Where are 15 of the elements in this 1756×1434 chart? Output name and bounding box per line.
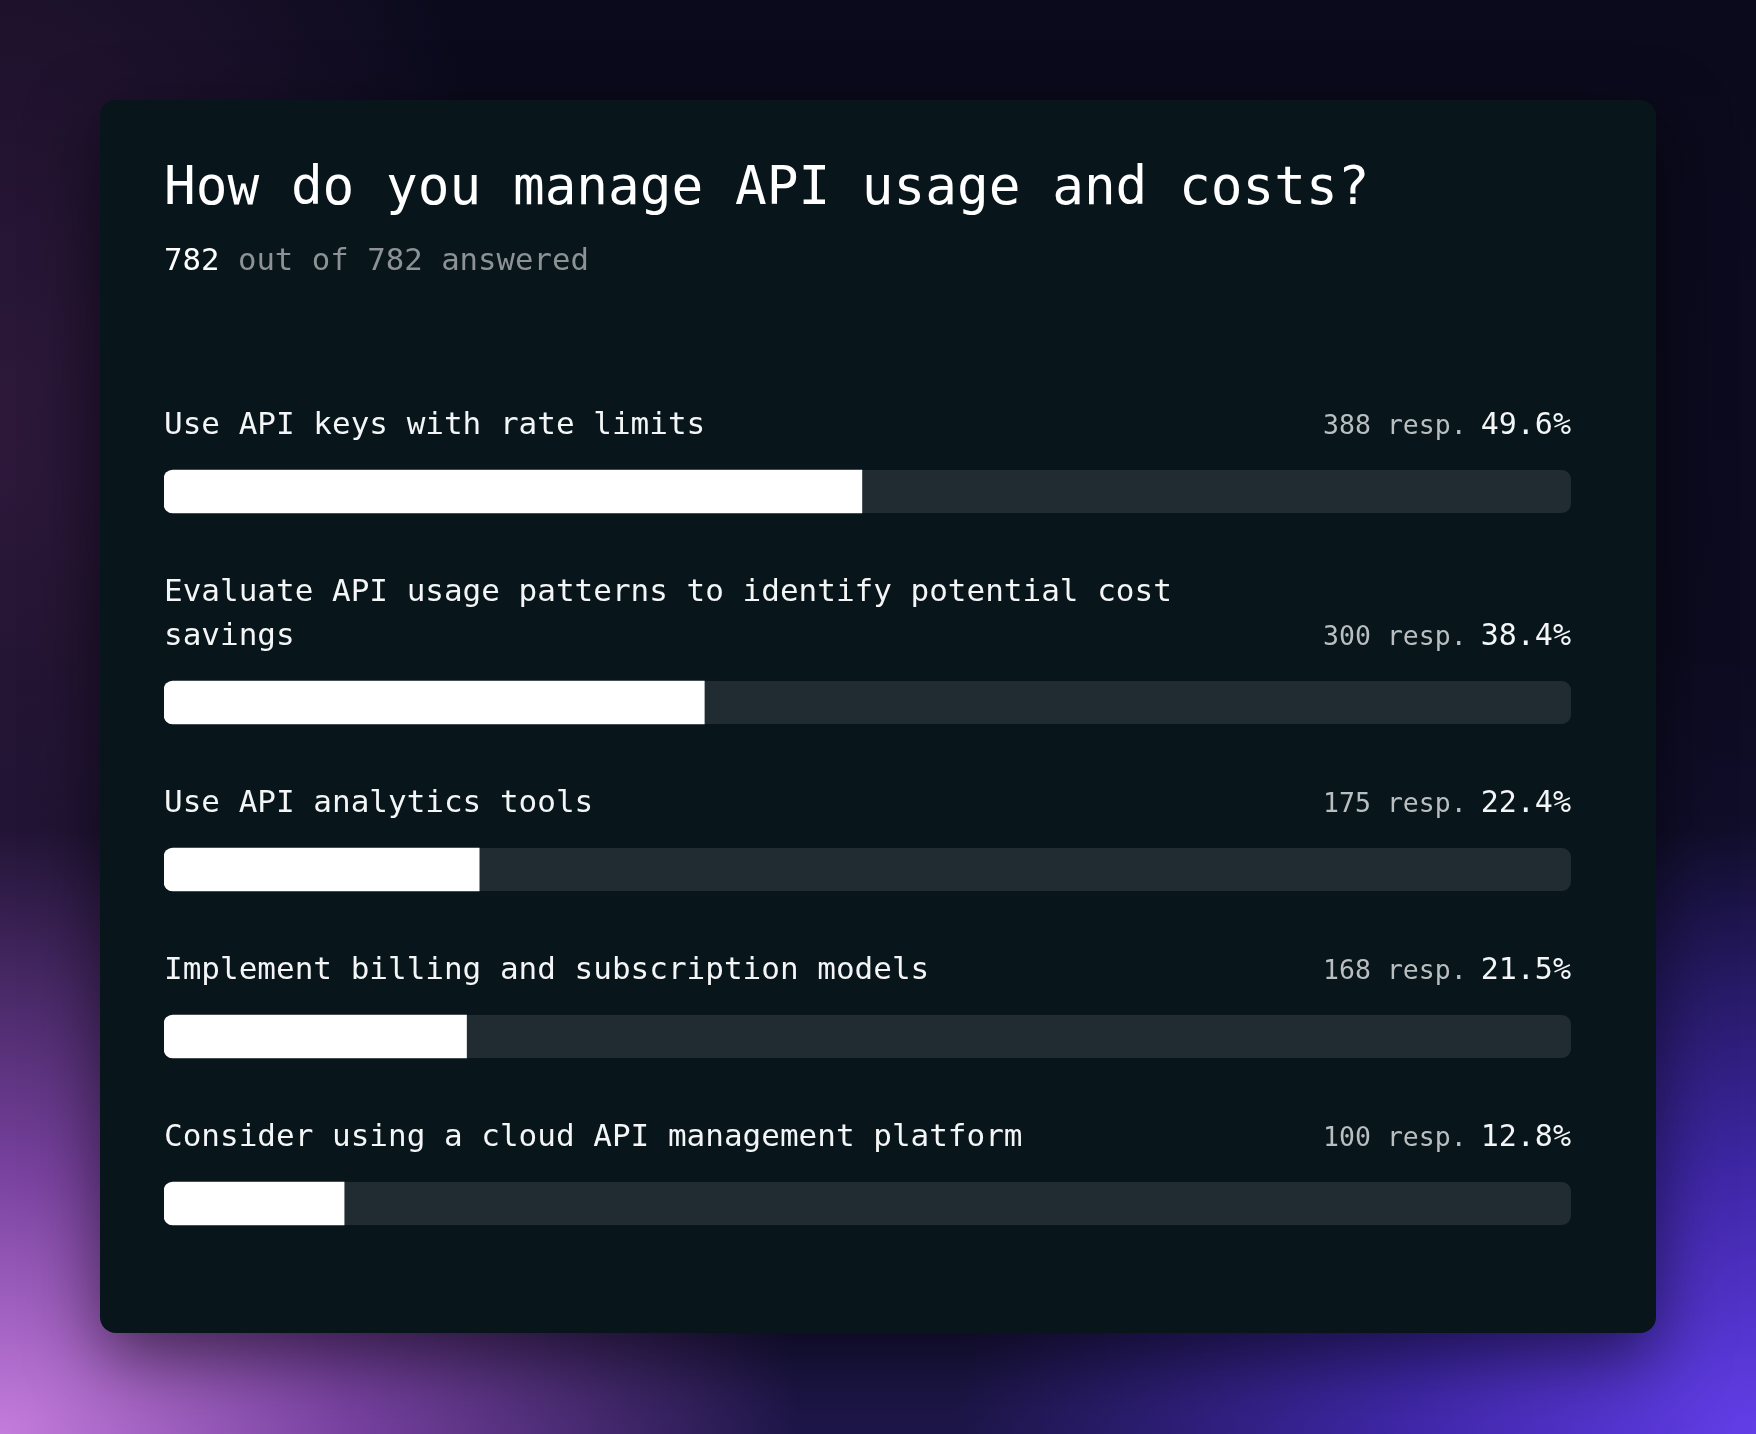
y-tick-label: Use API analytics tools xyxy=(164,783,594,819)
bar xyxy=(164,1014,467,1059)
y-tick-label: Implement billing and subscription models xyxy=(164,950,930,986)
y-tick-label: Use API keys with rate limits xyxy=(164,405,706,441)
data-label: 100 resp. 12.8% xyxy=(1323,1118,1571,1153)
y-tick-label: Consider using a cloud API management platform xyxy=(164,1117,1023,1153)
bar xyxy=(164,1181,345,1226)
data-label: 388 resp. 49.6% xyxy=(1323,406,1571,441)
y-tick-label: Evaluate API usage patterns to identify potential cost savings xyxy=(164,572,1172,652)
data-label: 175 resp. 22.4% xyxy=(1323,784,1571,819)
data-label: 168 resp. 21.5% xyxy=(1323,951,1571,986)
bar xyxy=(164,847,480,892)
chart-subtitle: 782 out of 782 answered xyxy=(164,241,589,279)
chart-title: How do you manage API usage and costs? xyxy=(164,154,1370,218)
data-label: 300 resp. 38.4% xyxy=(1323,617,1571,652)
